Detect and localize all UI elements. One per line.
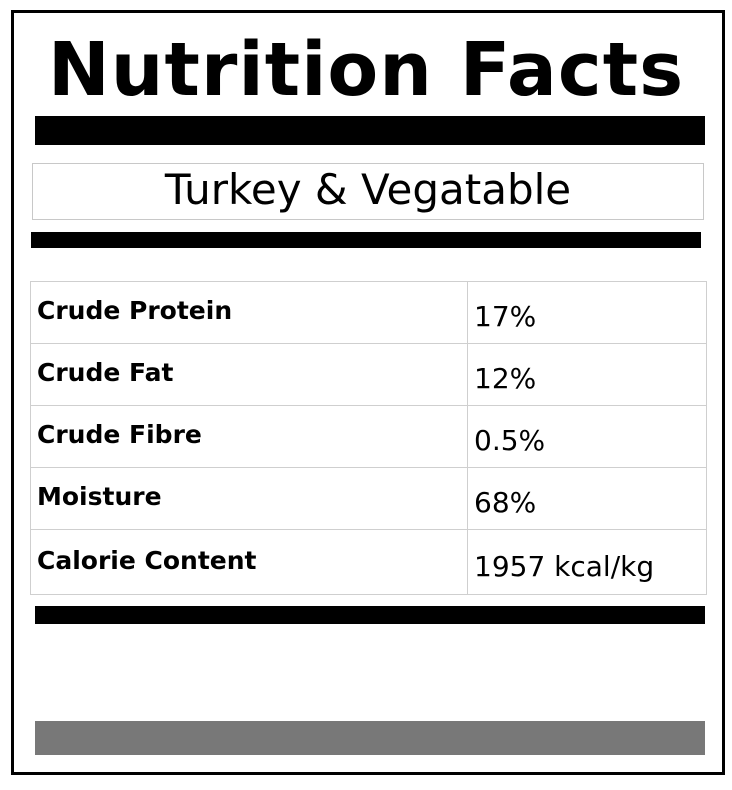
nutrient-name: Crude Fibre: [30, 405, 468, 468]
product-name: Turkey & Vegatable: [164, 165, 572, 214]
label-title: Nutrition Facts: [47, 27, 685, 113]
table-row: Moisture 68%: [30, 467, 707, 530]
nutrient-name: Crude Protein: [30, 281, 468, 344]
nutrient-value: 1957 kcal/kg: [467, 529, 707, 595]
table-row: Crude Fibre 0.5%: [30, 405, 707, 468]
nutrient-table: Crude Protein 17% Crude Fat 12% Crude Fi…: [30, 281, 707, 595]
divider-bar-medium: [31, 232, 701, 248]
divider-bar-bottom: [35, 606, 705, 624]
nutrient-value: 0.5%: [467, 405, 707, 468]
nutrient-value: 68%: [467, 467, 707, 530]
nutrient-value: 12%: [467, 343, 707, 406]
table-row: Crude Protein 17%: [30, 281, 707, 344]
table-row: Crude Fat 12%: [30, 343, 707, 406]
footer-bar: [35, 721, 705, 755]
divider-bar-thick: [35, 116, 705, 145]
product-name-box: Turkey & Vegatable: [32, 163, 704, 220]
nutrient-value: 17%: [467, 281, 707, 344]
nutrient-name: Calorie Content: [30, 529, 468, 595]
nutrient-name: Crude Fat: [30, 343, 468, 406]
nutrient-name: Moisture: [30, 467, 468, 530]
table-row: Calorie Content 1957 kcal/kg: [30, 529, 707, 595]
